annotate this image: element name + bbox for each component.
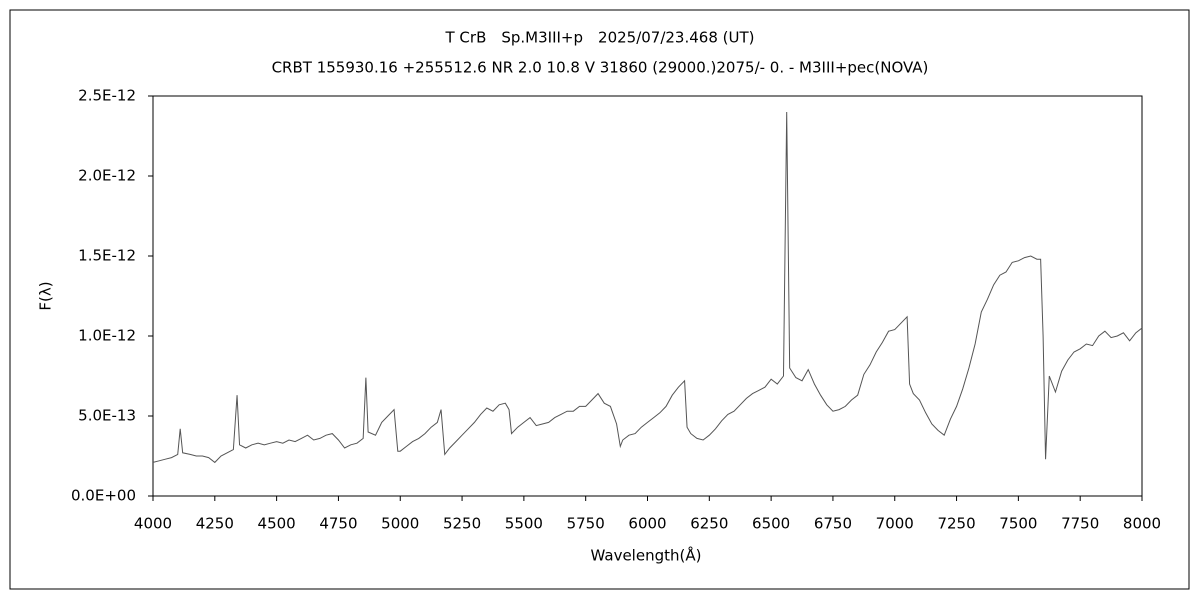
x-tick-label: 4250 (196, 515, 234, 533)
y-tick-label: 5.0E-13 (78, 407, 136, 425)
y-tick-label: 1.5E-12 (78, 247, 136, 265)
x-tick-label: 4500 (258, 515, 296, 533)
x-tick-label: 5250 (443, 515, 481, 533)
y-tick-label: 2.0E-12 (78, 167, 136, 185)
x-tick-label: 4750 (319, 515, 357, 533)
x-tick-label: 7000 (876, 515, 914, 533)
x-tick-label: 5000 (381, 515, 419, 533)
x-tick-label: 8000 (1123, 515, 1161, 533)
y-axis-label: F(λ) (37, 281, 55, 310)
x-tick-label: 7250 (937, 515, 975, 533)
x-tick-label: 7500 (999, 515, 1037, 533)
x-tick-label: 6000 (628, 515, 666, 533)
x-axis-label: Wavelength(Å) (591, 546, 702, 565)
y-tick-label: 0.0E+00 (71, 487, 136, 505)
chart-subtitle: CRBT 155930.16 +255512.6 NR 2.0 10.8 V 3… (272, 59, 929, 77)
chart-border (9, 9, 1190, 590)
y-tick-label: 1.0E-12 (78, 327, 136, 345)
x-tick-label: 7750 (1061, 515, 1099, 533)
x-tick-label: 4000 (134, 515, 172, 533)
y-tick-label: 2.5E-12 (78, 87, 136, 105)
x-tick-label: 6500 (752, 515, 790, 533)
x-tick-label: 5750 (567, 515, 605, 533)
x-tick-label: 6250 (690, 515, 728, 533)
spectrum-line (152, 111, 1143, 464)
x-tick-label: 6750 (814, 515, 852, 533)
x-tick-label: 5500 (505, 515, 543, 533)
chart-title: T CrB Sp.M3III+p 2025/07/23.468 (UT) (445, 29, 755, 47)
